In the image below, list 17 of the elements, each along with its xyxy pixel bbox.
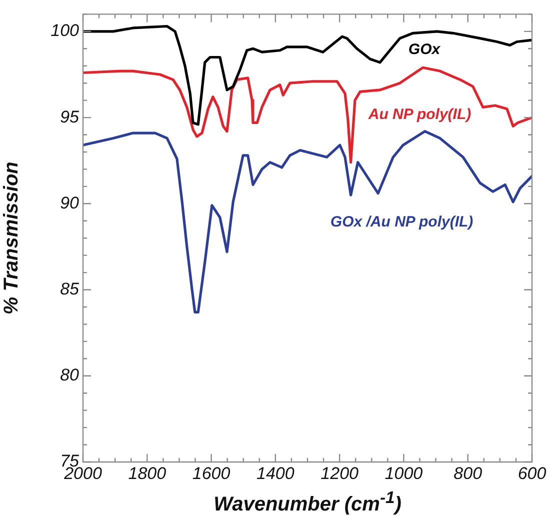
- y-tick-label: 90: [60, 193, 80, 212]
- series-label: GOx /Au NP poly(IL): [330, 214, 474, 231]
- x-tick-label: 1400: [256, 464, 295, 483]
- y-tick-label: 80: [60, 366, 80, 385]
- x-tick-label: 1600: [192, 464, 231, 483]
- x-axis-title: Wavenumber (cm$^{-1}$): [212, 488, 402, 516]
- x-tick-label: 1200: [320, 464, 360, 483]
- y-tick-label: 95: [60, 107, 80, 126]
- x-tick-label: 1800: [128, 464, 167, 483]
- x-tick-label: 1000: [384, 464, 424, 483]
- series-label: GOx: [408, 41, 441, 58]
- x-tick-label: 600: [518, 464, 547, 483]
- y-axis-title: % Transmission: [0, 162, 23, 315]
- y-tick-label: 85: [60, 280, 80, 299]
- x-tick-label: 800: [454, 464, 483, 483]
- y-tick-label: 100: [50, 21, 80, 40]
- series-label: Au NP poly(IL): [367, 106, 472, 124]
